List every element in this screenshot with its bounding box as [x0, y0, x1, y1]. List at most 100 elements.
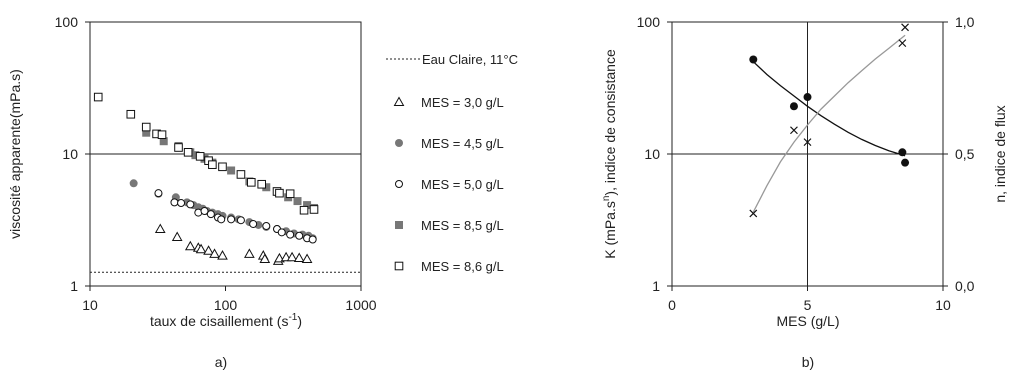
x-tick-label-a: 100	[214, 297, 238, 313]
point-a-series-0	[244, 248, 255, 258]
point-a-series-3	[227, 166, 236, 175]
point-a-series-2	[308, 235, 317, 244]
point-b-series-1	[901, 23, 909, 32]
point-a-series-0	[217, 250, 228, 260]
point-a-series-3	[262, 183, 271, 192]
point-a-series-4	[236, 170, 246, 179]
panel-label-a: a)	[215, 354, 227, 370]
point-a-series-0	[154, 223, 166, 234]
point-a-series-2	[227, 215, 236, 224]
point-b-series-0	[803, 93, 812, 102]
point-a-series-4	[218, 162, 227, 172]
y-axis-label-b: K (mPa.sn), indice de consistance	[601, 49, 618, 259]
y-axis-label-b-end: ), indice de consistance	[602, 49, 618, 196]
x-axis-label-a-main: taux de cisaillement (s	[150, 313, 289, 329]
point-b-series-1	[749, 209, 758, 218]
y-tick-label-b: 100	[637, 14, 661, 30]
y-axis-label-b-main: K (mPa.s	[602, 201, 618, 259]
point-a-series-3	[303, 201, 312, 210]
point-a-series-0	[301, 253, 313, 264]
panel-label-b: b)	[802, 354, 814, 370]
x-tick-label-b: 0	[668, 297, 676, 313]
point-a-series-4	[141, 122, 151, 132]
point-a-series-3	[191, 151, 200, 160]
x-tick-label-b: 10	[935, 297, 951, 313]
legend-a: Eau Claire, 11°C MES = 3,0 g/L MES = 4,5 g…	[386, 52, 518, 274]
y-tick-label-a: 10	[62, 146, 78, 162]
point-a-series-4	[183, 148, 193, 157]
point-a-series-4	[93, 92, 103, 102]
point-a-series-4	[208, 160, 217, 169]
point-a-series-0	[259, 253, 271, 264]
point-a-series-4	[257, 179, 267, 189]
point-a-series-0	[209, 248, 220, 258]
point-b-series-1	[790, 126, 798, 135]
point-a-series-4	[174, 143, 183, 152]
fit-curve-b-0	[752, 61, 906, 157]
data-points-b	[749, 23, 910, 218]
point-a-series-3	[293, 197, 302, 206]
point-a-series-2	[277, 228, 286, 237]
point-a-series-2	[170, 198, 179, 207]
panel-b: 0 5 10 1 10 100 0,0 0,5 1,0 K (mPa.sn), indice d…	[601, 14, 1008, 370]
point-a-series-2	[200, 206, 209, 215]
y-axis-label-b-sup: n	[601, 196, 612, 202]
point-a-series-2	[154, 189, 163, 198]
y-tick-label-a: 100	[55, 14, 79, 30]
legend-a-label-3: MES = 8,5 g/L	[421, 218, 504, 233]
x-axis-label-a-sup: -1	[288, 312, 297, 323]
point-a-series-4	[195, 152, 205, 161]
y2-tick-label-b: 0,5	[955, 146, 975, 162]
point-a-series-0	[293, 252, 305, 262]
point-b-series-1	[803, 138, 812, 147]
x-tick-label-a: 10	[82, 297, 98, 313]
x-axis-label-b: MES (g/L)	[776, 313, 839, 329]
y-tick-label-b: 10	[644, 146, 660, 162]
point-b-series-0	[749, 55, 758, 64]
ticks-b: 0 5 10 1 10 100 0,0 0,5 1,0	[637, 14, 975, 313]
x-axis-label-a: taux de cisaillement (s-1)	[150, 312, 302, 329]
x-tick-label-b: 5	[804, 297, 812, 313]
point-a-series-2	[177, 199, 186, 208]
point-b-series-0	[901, 158, 910, 167]
point-a-series-2	[217, 215, 226, 224]
y-tick-label-b: 1	[652, 278, 660, 294]
legend-a-swatch-3	[395, 221, 403, 229]
point-a-series-2	[236, 216, 245, 225]
legend-a-swatch-1	[395, 139, 403, 147]
point-a-series-4	[246, 178, 256, 187]
y-tick-label-a: 1	[70, 278, 78, 294]
point-b-series-0	[789, 102, 798, 111]
point-a-series-2	[262, 221, 271, 230]
legend-a-swatch-2	[395, 180, 403, 188]
x-axis-label-a-end: )	[297, 313, 302, 329]
data-points-a	[93, 92, 319, 265]
point-a-series-2	[249, 219, 258, 228]
y-axis-label-a: viscosité apparente(mPa.s)	[7, 69, 23, 239]
point-a-series-2	[206, 210, 215, 219]
fit-curves-b	[752, 34, 906, 213]
legend-a-label-4: MES = 8,6 g/L	[421, 259, 504, 274]
point-a-series-4	[299, 205, 309, 215]
point-a-series-4	[285, 189, 295, 199]
point-a-series-4	[275, 188, 284, 198]
point-a-series-0	[171, 231, 183, 242]
point-a-series-4	[157, 130, 167, 140]
y2-tick-label-b: 0,0	[955, 278, 975, 294]
point-a-series-0	[195, 243, 207, 254]
legend-a-swatch-0	[393, 96, 405, 106]
point-a-series-4	[309, 205, 319, 214]
legend-a-label-ref: Eau Claire, 11°C	[422, 52, 518, 67]
fit-curve-b-1	[752, 34, 906, 213]
point-a-series-3	[159, 137, 168, 146]
y2-tick-label-b: 1,0	[955, 14, 975, 30]
point-a-series-0	[184, 240, 196, 251]
legend-a-swatch-4	[394, 261, 404, 271]
legend-a-label-0: MES = 3,0 g/L	[421, 95, 504, 110]
point-a-series-4	[126, 109, 136, 119]
legend-a-label-2: MES = 5,0 g/L	[421, 177, 504, 192]
point-a-series-3	[142, 128, 151, 137]
legend-a-label-1: MES = 4,5 g/L	[421, 136, 504, 151]
